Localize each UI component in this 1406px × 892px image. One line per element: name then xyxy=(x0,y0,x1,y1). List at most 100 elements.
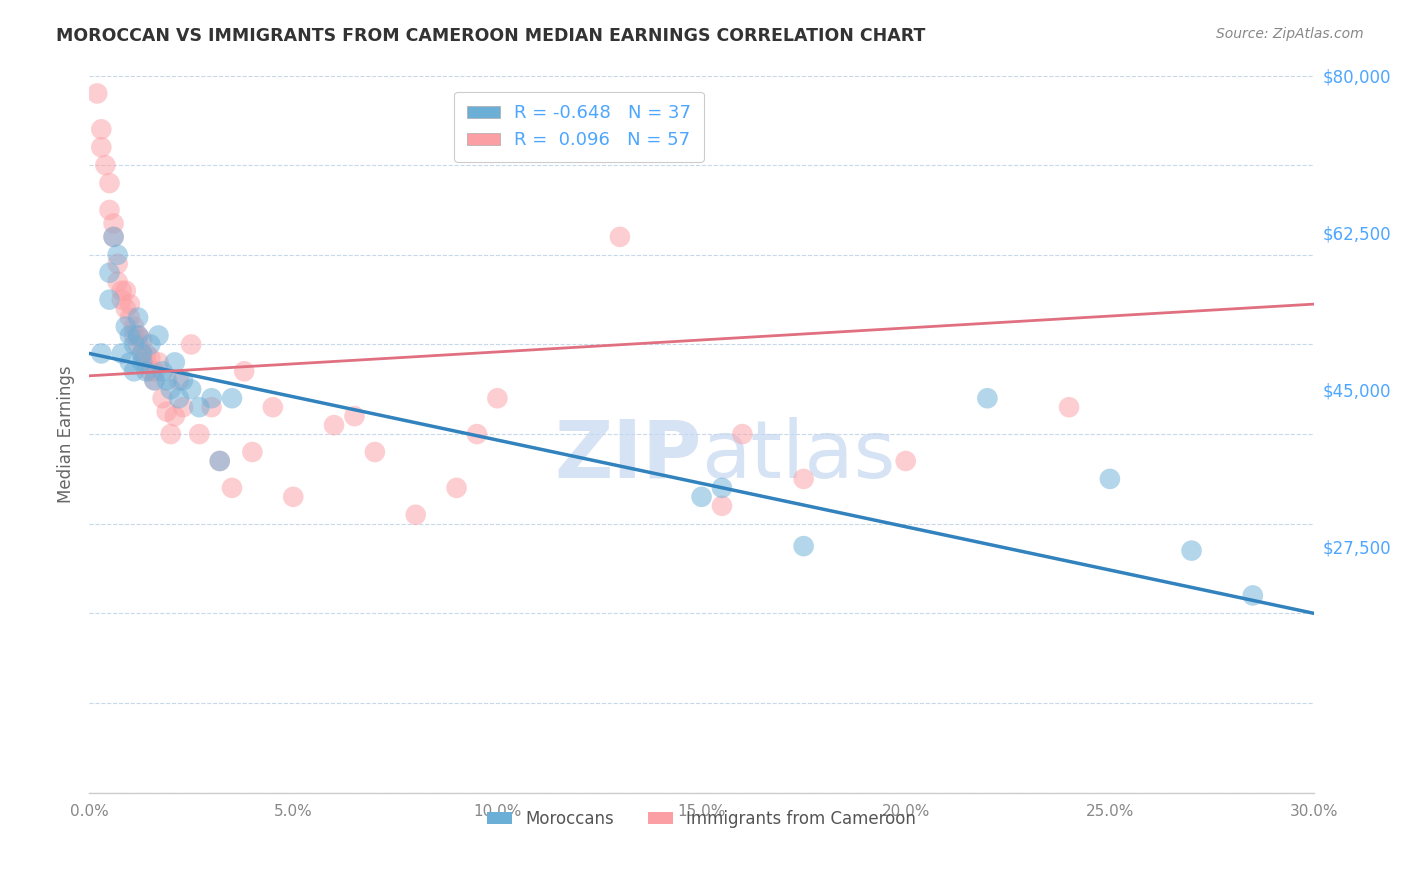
Point xyxy=(148,328,170,343)
Point xyxy=(139,337,162,351)
Point xyxy=(1180,543,1202,558)
Point xyxy=(90,122,112,136)
Point xyxy=(152,391,174,405)
Point xyxy=(103,216,125,230)
Point xyxy=(242,445,264,459)
Point xyxy=(98,293,121,307)
Point xyxy=(208,454,231,468)
Point xyxy=(1241,589,1264,603)
Point xyxy=(1098,472,1121,486)
Point xyxy=(793,472,815,486)
Point xyxy=(118,310,141,325)
Point xyxy=(131,355,153,369)
Point xyxy=(114,284,136,298)
Point xyxy=(163,409,186,424)
Point xyxy=(111,346,134,360)
Point xyxy=(609,230,631,244)
Point xyxy=(103,230,125,244)
Point xyxy=(188,400,211,414)
Point xyxy=(98,176,121,190)
Point xyxy=(114,319,136,334)
Point xyxy=(107,257,129,271)
Point xyxy=(364,445,387,459)
Point xyxy=(118,355,141,369)
Point xyxy=(122,337,145,351)
Point xyxy=(156,405,179,419)
Point xyxy=(127,337,149,351)
Point xyxy=(143,373,166,387)
Point xyxy=(167,373,190,387)
Point xyxy=(690,490,713,504)
Point xyxy=(114,301,136,316)
Point xyxy=(118,328,141,343)
Point xyxy=(135,346,157,360)
Point xyxy=(283,490,305,504)
Point xyxy=(118,297,141,311)
Point xyxy=(156,373,179,387)
Y-axis label: Median Earnings: Median Earnings xyxy=(58,366,75,503)
Text: Source: ZipAtlas.com: Source: ZipAtlas.com xyxy=(1216,27,1364,41)
Point xyxy=(446,481,468,495)
Point xyxy=(152,364,174,378)
Point xyxy=(143,373,166,387)
Point xyxy=(90,140,112,154)
Text: MOROCCAN VS IMMIGRANTS FROM CAMEROON MEDIAN EARNINGS CORRELATION CHART: MOROCCAN VS IMMIGRANTS FROM CAMEROON MED… xyxy=(56,27,925,45)
Point xyxy=(793,539,815,553)
Point xyxy=(163,355,186,369)
Point xyxy=(465,427,488,442)
Point xyxy=(200,391,222,405)
Point xyxy=(710,499,733,513)
Point xyxy=(135,355,157,369)
Point xyxy=(1057,400,1080,414)
Point xyxy=(111,293,134,307)
Point xyxy=(172,373,194,387)
Point xyxy=(122,364,145,378)
Point xyxy=(343,409,366,424)
Point xyxy=(135,364,157,378)
Point xyxy=(208,454,231,468)
Point xyxy=(139,364,162,378)
Point xyxy=(710,481,733,495)
Point xyxy=(167,391,190,405)
Text: ZIP: ZIP xyxy=(554,417,702,494)
Point xyxy=(131,346,153,360)
Point xyxy=(127,328,149,343)
Point xyxy=(143,364,166,378)
Point xyxy=(98,266,121,280)
Point xyxy=(976,391,998,405)
Point xyxy=(159,382,181,396)
Point xyxy=(103,230,125,244)
Point xyxy=(172,400,194,414)
Point xyxy=(90,346,112,360)
Point xyxy=(131,346,153,360)
Point xyxy=(86,87,108,101)
Point xyxy=(122,319,145,334)
Point xyxy=(233,364,256,378)
Point xyxy=(486,391,509,405)
Point xyxy=(731,427,754,442)
Point xyxy=(131,333,153,347)
Point xyxy=(180,337,202,351)
Point xyxy=(221,481,243,495)
Point xyxy=(94,158,117,172)
Point xyxy=(111,284,134,298)
Text: atlas: atlas xyxy=(702,417,896,494)
Point xyxy=(98,202,121,217)
Point xyxy=(148,355,170,369)
Legend: Moroccans, Immigrants from Cameroon: Moroccans, Immigrants from Cameroon xyxy=(481,803,922,835)
Point xyxy=(139,351,162,365)
Point xyxy=(159,427,181,442)
Point xyxy=(122,328,145,343)
Point xyxy=(107,275,129,289)
Point xyxy=(262,400,284,414)
Point xyxy=(894,454,917,468)
Point xyxy=(221,391,243,405)
Point xyxy=(405,508,427,522)
Point xyxy=(200,400,222,414)
Point xyxy=(127,310,149,325)
Point xyxy=(180,382,202,396)
Point xyxy=(127,328,149,343)
Point xyxy=(323,418,346,433)
Point xyxy=(107,248,129,262)
Point xyxy=(188,427,211,442)
